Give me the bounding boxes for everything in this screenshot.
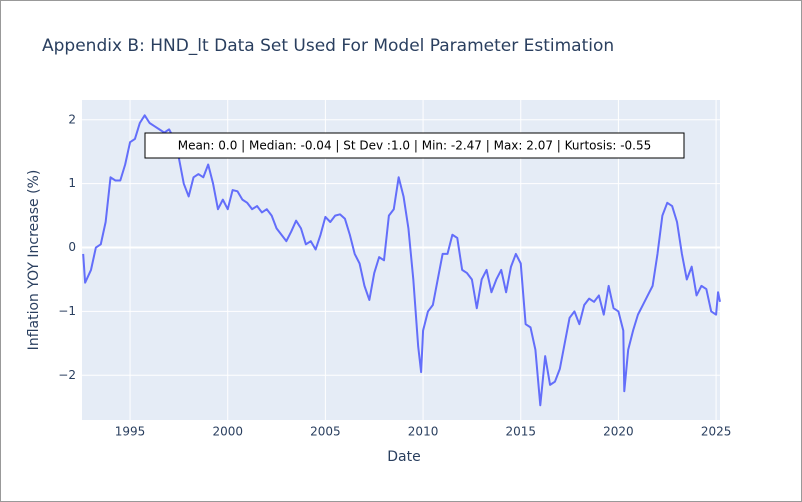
- y-tick-label: −1: [58, 304, 76, 318]
- x-tick-label: 2000: [212, 425, 243, 439]
- y-axis-title: Inflation YOY Increase (%): [26, 170, 42, 351]
- x-tick-label: 2020: [603, 425, 634, 439]
- annotation: Mean: 0.0 | Median: -0.04 | St Dev :1.0 …: [178, 139, 652, 153]
- y-tick-label: 2: [68, 112, 76, 126]
- chart-title: Appendix B: HND_lt Data Set Used For Mod…: [42, 36, 614, 56]
- x-axis-title: Date: [387, 449, 420, 465]
- y-tick-label: 1: [68, 176, 76, 190]
- data-line: [82, 114, 721, 407]
- y-tick-label: 0: [68, 240, 76, 254]
- x-tick-label: 2010: [408, 425, 439, 439]
- y-tick-label: −2: [58, 368, 76, 382]
- x-tick-label: 1995: [115, 425, 146, 439]
- x-tick-label: 2005: [310, 425, 341, 439]
- x-tick-label: 2015: [505, 425, 536, 439]
- annotation-box: [144, 132, 685, 159]
- x-tick-label: 2025: [701, 425, 732, 439]
